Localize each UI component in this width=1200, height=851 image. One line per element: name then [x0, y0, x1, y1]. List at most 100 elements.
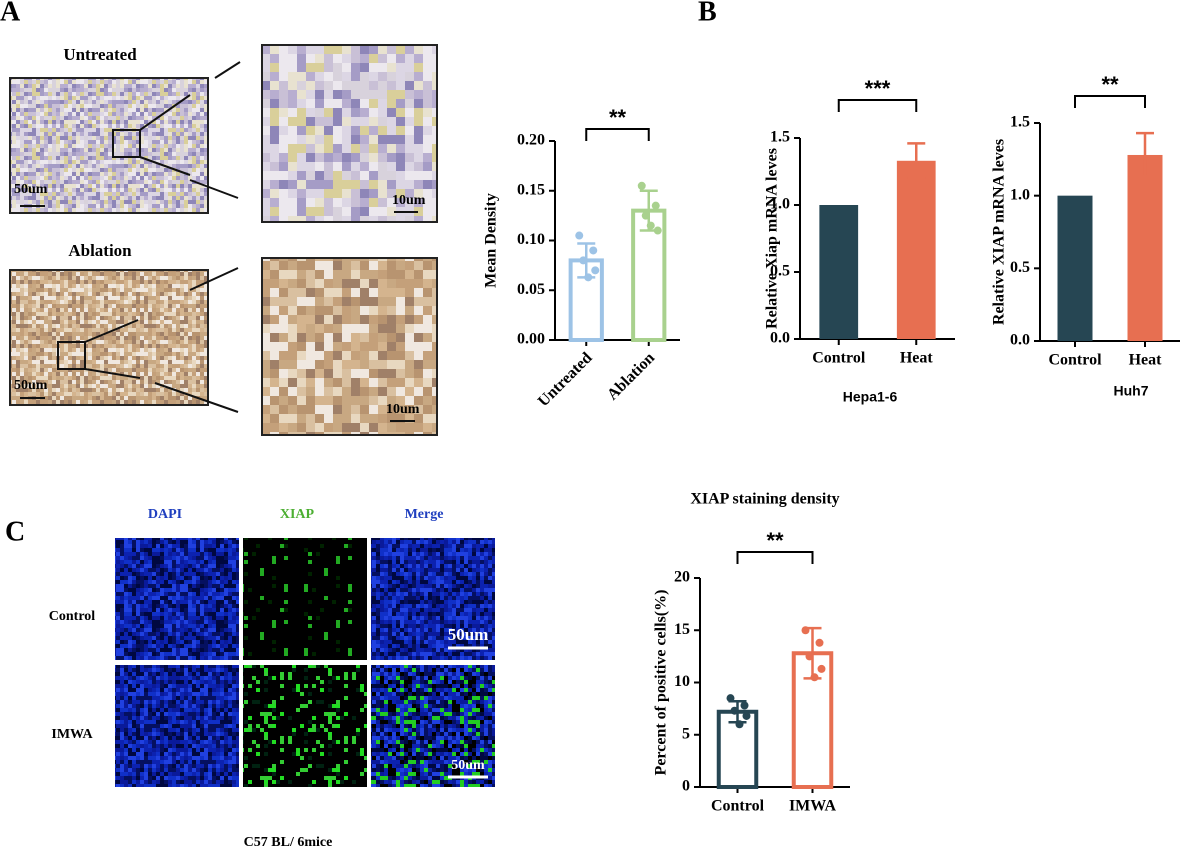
guide-line — [154, 382, 239, 413]
x-tick-label: Control — [1048, 352, 1102, 369]
roi-box — [57, 341, 86, 370]
guide-line — [84, 319, 139, 343]
row-label: IMWA — [51, 727, 93, 742]
x-axis-label: Huh7 — [1114, 383, 1149, 399]
error-bar — [907, 142, 926, 180]
y-tick-label: 1.5 — [1010, 114, 1030, 131]
bar — [1057, 195, 1093, 341]
significance-label: *** — [865, 76, 891, 101]
y-tick-label: 0.0 — [1010, 332, 1030, 349]
guide-line — [189, 179, 239, 199]
footer: C57 BL/ 6mice — [244, 835, 333, 850]
data-point — [735, 720, 744, 729]
data-point — [584, 273, 593, 282]
data-point — [651, 201, 660, 210]
panel-label: A — [0, 0, 21, 27]
y-tick-label: 10 — [674, 673, 690, 690]
data-point — [726, 694, 735, 703]
data-point — [637, 181, 646, 190]
micrograph — [9, 77, 209, 214]
y-tick-label: 0 — [682, 778, 690, 795]
x-tick-label: Control — [812, 350, 866, 367]
y-tick-label: 0.15 — [517, 181, 545, 198]
data-point — [641, 211, 650, 220]
y-tick-label: 1.5 — [770, 129, 790, 146]
y-tick-label: 0.5 — [1010, 259, 1030, 276]
data-point — [730, 706, 739, 715]
y-tick-label: 5 — [682, 725, 690, 742]
scale-label: 10um — [386, 402, 420, 417]
channel-label: Merge — [405, 507, 444, 522]
guide-line — [84, 368, 141, 379]
x-axis-label: Hepa1-6 — [843, 389, 898, 405]
data-point — [815, 638, 824, 647]
panel-label: C — [5, 516, 25, 547]
significance-label: ** — [609, 105, 627, 130]
y-tick-label: 15 — [674, 621, 690, 638]
x-tick-label: Ablation — [604, 349, 658, 403]
y-axis-label: Relative Xiap mRNA leves — [764, 148, 781, 329]
data-point — [646, 221, 655, 230]
x-tick-label: Heat — [1129, 352, 1163, 369]
y-tick-label: 1.0 — [770, 196, 790, 213]
significance-bracket — [585, 128, 650, 141]
roi-box — [112, 129, 141, 158]
micrograph — [261, 257, 438, 436]
y-axis-label: Percent of positive cells(%) — [653, 590, 670, 776]
y-tick-label: 20 — [674, 569, 690, 586]
y-tick-label: 0.5 — [770, 263, 790, 280]
micrograph — [115, 538, 239, 660]
data-point — [740, 701, 749, 710]
scale-label: 50um — [448, 625, 489, 644]
y-tick-label: 0.05 — [517, 281, 545, 298]
data-point — [653, 226, 662, 235]
scale-label: 50um — [451, 758, 485, 773]
micrograph — [9, 269, 209, 406]
error-bar — [1136, 131, 1154, 179]
scale-label: 50um — [14, 182, 48, 197]
y-tick-label: 0.0 — [770, 330, 790, 347]
significance-bracket — [736, 551, 814, 564]
bar — [716, 709, 759, 790]
guide-line — [214, 61, 241, 79]
image-label: Ablation — [68, 241, 132, 260]
guide-line — [139, 94, 191, 131]
micrograph — [371, 665, 495, 787]
data-point — [575, 231, 584, 240]
image-label: Untreated — [63, 45, 137, 64]
data-point — [742, 711, 751, 720]
micrograph — [243, 665, 367, 787]
data-point — [801, 626, 810, 635]
guide-line — [139, 156, 191, 176]
data-point — [810, 673, 819, 682]
guide-line — [189, 267, 239, 291]
data-point — [591, 266, 600, 275]
channel-label: DAPI — [148, 507, 182, 522]
significance-label: ** — [1101, 72, 1119, 97]
y-axis-label: Mean Density — [483, 193, 500, 288]
y-tick-label: 0.00 — [517, 331, 545, 348]
micrograph — [243, 538, 367, 660]
micrograph — [371, 538, 495, 660]
bar — [896, 160, 936, 339]
channel-label: XIAP — [280, 507, 315, 522]
y-tick-label: 1.0 — [1010, 186, 1030, 203]
chart-title: XIAP staining density — [690, 491, 839, 508]
y-axis-label: Relative XIAP mRNA leves — [991, 139, 1008, 325]
data-point — [579, 256, 588, 265]
data-point — [589, 246, 598, 255]
significance-bracket — [1074, 95, 1146, 108]
x-tick-label: Control — [711, 798, 765, 815]
bar — [1127, 154, 1163, 341]
scale-label: 10um — [392, 193, 426, 208]
panel-label: B — [698, 0, 717, 27]
significance-label: ** — [766, 528, 784, 553]
y-tick-label: 0.10 — [517, 231, 545, 248]
micrographs — [9, 44, 495, 787]
data-point — [805, 652, 814, 661]
x-tick-label: IMWA — [789, 798, 837, 815]
x-tick-label: Heat — [900, 350, 934, 367]
micrograph — [261, 44, 438, 223]
micrograph — [115, 665, 239, 787]
